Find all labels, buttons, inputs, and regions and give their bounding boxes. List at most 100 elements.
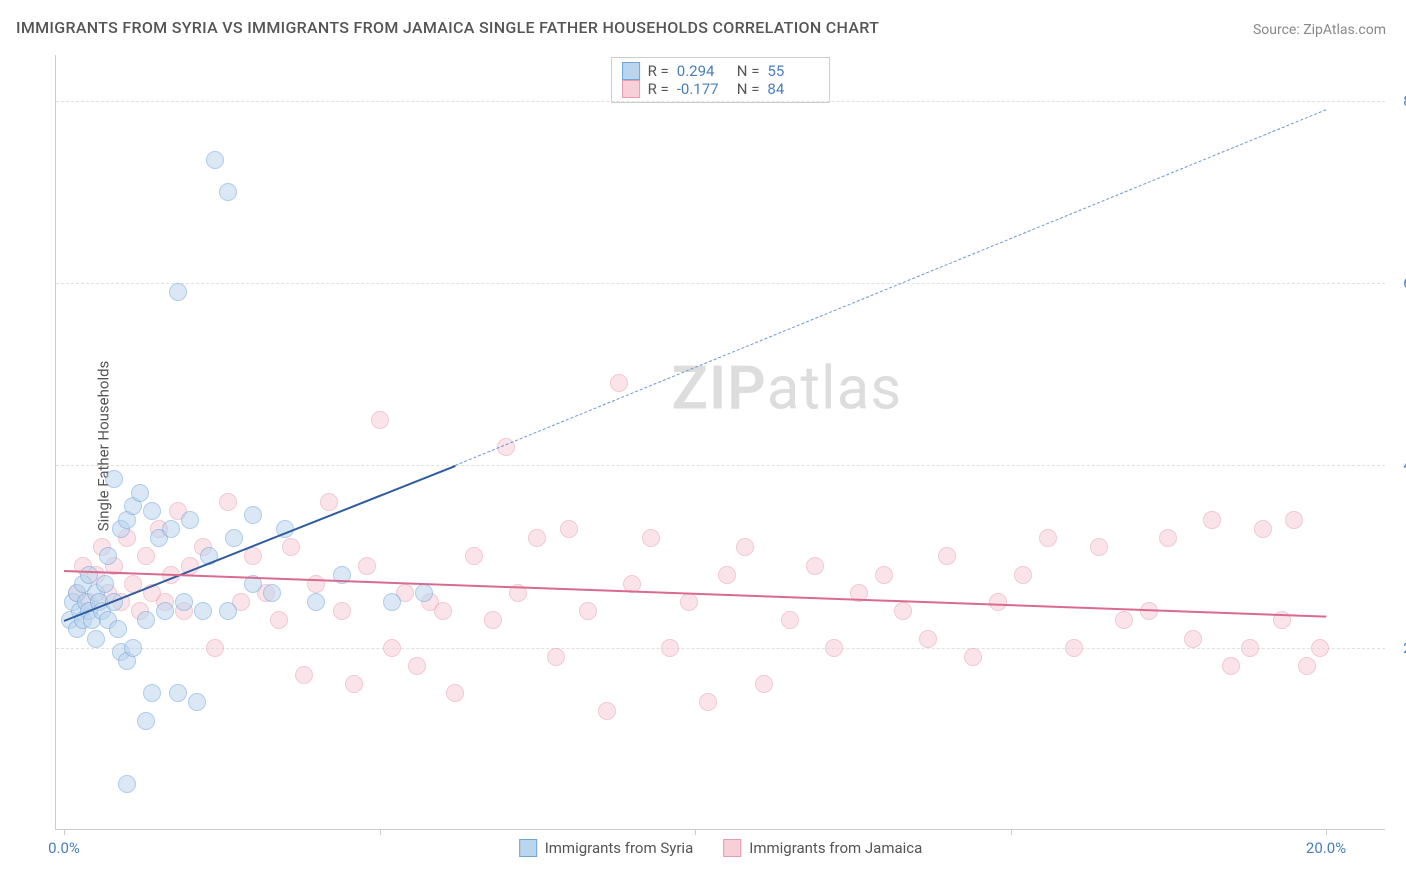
data-point (137, 712, 155, 730)
data-point (1285, 511, 1303, 529)
data-point (415, 584, 433, 602)
data-point (295, 666, 313, 684)
data-point (99, 547, 117, 565)
data-point (169, 684, 187, 702)
data-point (610, 374, 628, 392)
data-point (105, 470, 123, 488)
data-point (736, 538, 754, 556)
x-tick (695, 829, 696, 835)
data-point (1222, 657, 1240, 675)
data-point (1039, 529, 1057, 547)
data-point (875, 566, 893, 584)
x-tick (1326, 829, 1327, 835)
data-point (307, 593, 325, 611)
data-point (383, 593, 401, 611)
data-point (1159, 529, 1177, 547)
data-point (1241, 639, 1259, 657)
data-point (642, 529, 660, 547)
x-tick (380, 829, 381, 835)
data-point (894, 602, 912, 620)
legend-item: Immigrants from Jamaica (723, 839, 922, 857)
data-point (699, 693, 717, 711)
source-attribution: Source: ZipAtlas.com (1253, 22, 1386, 38)
legend-item: Immigrants from Syria (519, 839, 694, 857)
data-point (528, 529, 546, 547)
legend-label: Immigrants from Syria (545, 839, 694, 857)
data-point (560, 520, 578, 538)
data-point (206, 639, 224, 657)
data-point (87, 630, 105, 648)
data-point (118, 775, 136, 793)
bottom-legend: Immigrants from Syria Immigrants from Jam… (519, 839, 923, 857)
data-point (244, 506, 262, 524)
legend-label: Immigrants from Jamaica (749, 839, 922, 857)
chart-title: IMMIGRANTS FROM SYRIA VS IMMIGRANTS FROM… (16, 18, 879, 37)
data-point (219, 183, 237, 201)
data-point (989, 593, 1007, 611)
data-point (137, 611, 155, 629)
data-point (219, 602, 237, 620)
data-point (282, 538, 300, 556)
gridline (56, 465, 1385, 466)
stats-row: R = 0.294N = 55 (622, 62, 820, 80)
data-point (781, 611, 799, 629)
data-point (169, 283, 187, 301)
data-point (408, 657, 426, 675)
data-point (1311, 639, 1329, 657)
data-point (661, 639, 679, 657)
data-point (964, 648, 982, 666)
data-point (345, 675, 363, 693)
data-point (1298, 657, 1316, 675)
data-point (1115, 611, 1133, 629)
data-point (579, 602, 597, 620)
data-point (270, 611, 288, 629)
data-point (825, 639, 843, 657)
data-point (175, 593, 193, 611)
data-point (156, 602, 174, 620)
data-point (109, 620, 127, 638)
gridline (56, 283, 1385, 284)
data-point (1090, 538, 1108, 556)
legend-swatch (622, 80, 640, 98)
data-point (938, 547, 956, 565)
legend-swatch (723, 839, 741, 857)
data-point (244, 547, 262, 565)
data-point (225, 529, 243, 547)
data-point (143, 684, 161, 702)
data-point (194, 602, 212, 620)
data-point (371, 411, 389, 429)
legend-swatch (519, 839, 537, 857)
data-point (1184, 630, 1202, 648)
x-tick (64, 829, 65, 835)
data-point (219, 493, 237, 511)
data-point (1203, 511, 1221, 529)
data-point (434, 602, 452, 620)
data-point (263, 584, 281, 602)
x-tick-label: 0.0% (48, 839, 80, 857)
data-point (96, 575, 114, 593)
data-point (755, 675, 773, 693)
trend-line (455, 110, 1326, 467)
data-point (162, 520, 180, 538)
data-point (383, 639, 401, 657)
data-point (206, 151, 224, 169)
data-point (143, 502, 161, 520)
data-point (446, 684, 464, 702)
gridline (56, 648, 1385, 649)
stats-row: R = -0.177N = 84 (622, 80, 820, 98)
data-point (1014, 566, 1032, 584)
data-point (358, 557, 376, 575)
data-point (919, 630, 937, 648)
data-point (307, 575, 325, 593)
x-tick (1011, 829, 1012, 835)
data-point (806, 557, 824, 575)
data-point (333, 602, 351, 620)
data-point (131, 484, 149, 502)
data-point (680, 593, 698, 611)
data-point (465, 547, 483, 565)
data-point (598, 702, 616, 720)
data-point (718, 566, 736, 584)
data-point (181, 511, 199, 529)
data-point (1254, 520, 1272, 538)
data-point (188, 693, 206, 711)
